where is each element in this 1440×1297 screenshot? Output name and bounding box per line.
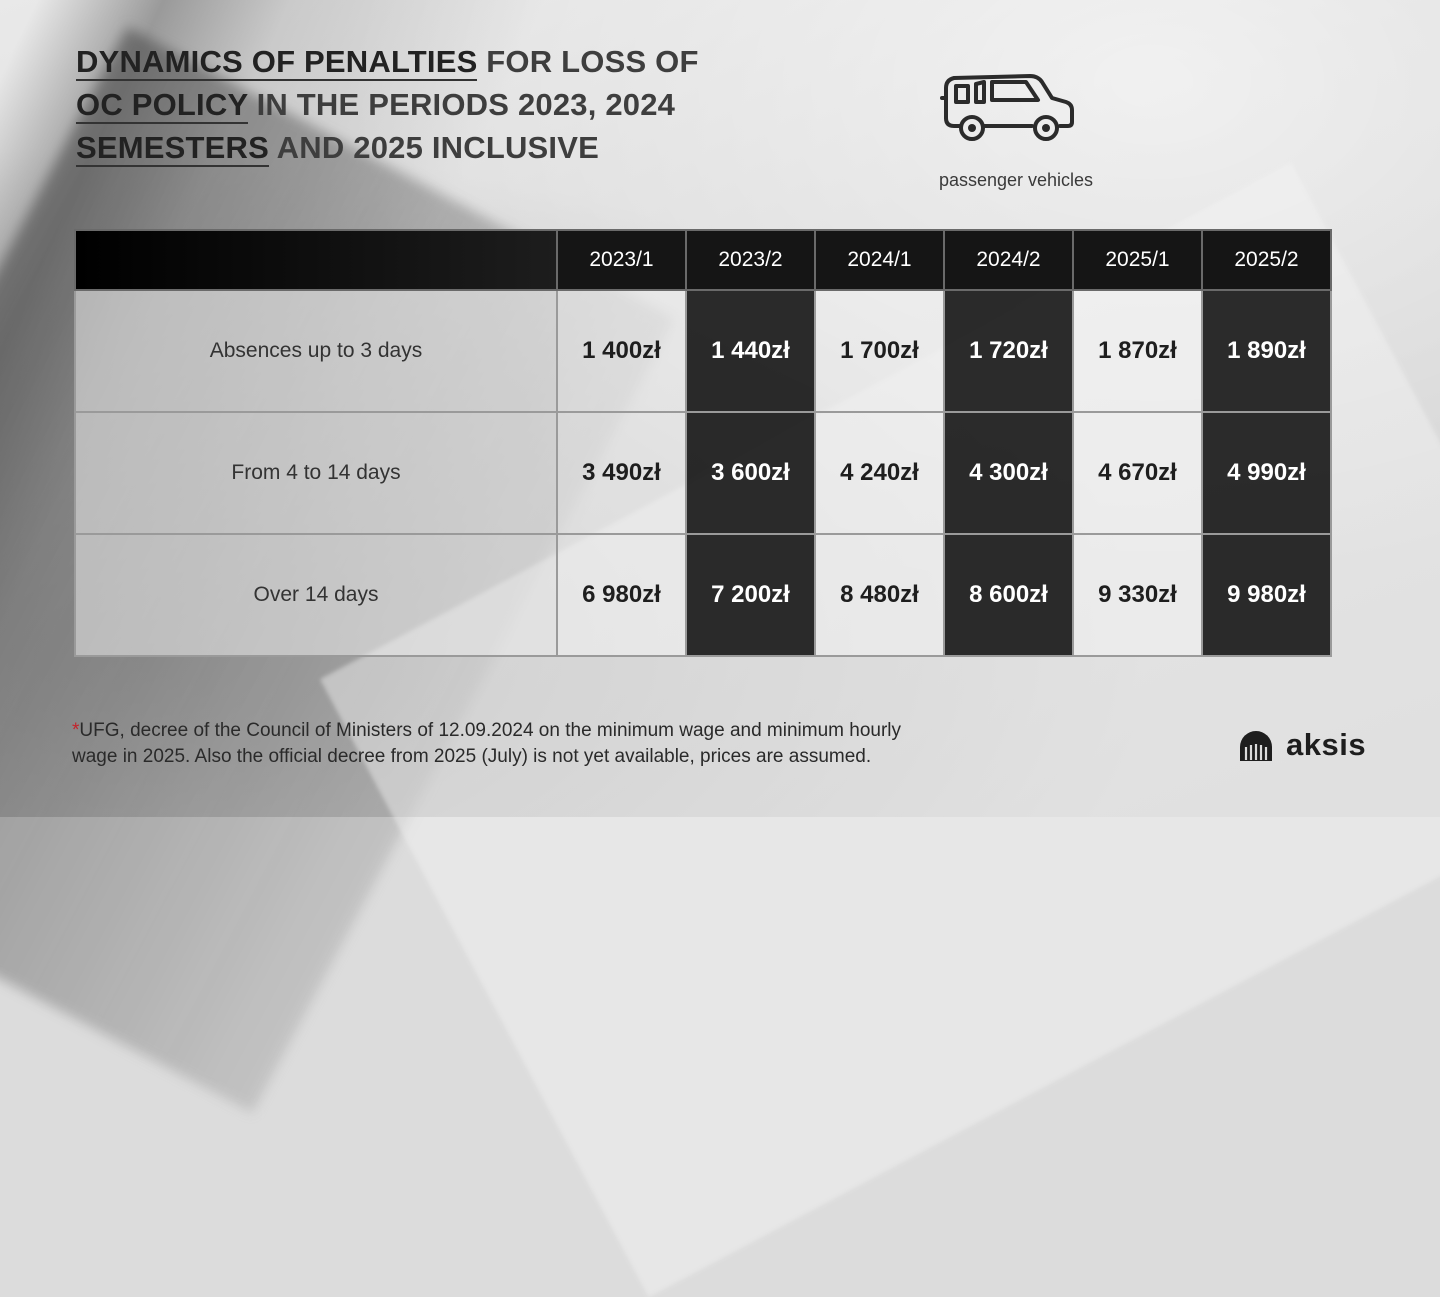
- table-row: Absences up to 3 days 1 400zł 1 440zł 1 …: [74, 289, 1332, 413]
- penalty-cell: 1 720zł: [943, 289, 1074, 413]
- penalty-cell: 1 700zł: [814, 289, 945, 413]
- penalties-table: 2023/1 2023/2 2024/1 2024/2 2025/1 2025/…: [74, 229, 1332, 657]
- penalty-cell: 1 870zł: [1072, 289, 1203, 413]
- table-row: Over 14 days 6 980zł 7 200zł 8 480zł 8 6…: [74, 533, 1332, 657]
- title-line3-strong: SEMESTERS: [76, 130, 270, 167]
- row-label: Over 14 days: [74, 533, 558, 657]
- penalty-cell: 9 330zł: [1072, 533, 1203, 657]
- row-label: From 4 to 14 days: [74, 411, 558, 535]
- car-icon: [940, 74, 1074, 141]
- penalty-cell: 3 490zł: [556, 411, 687, 535]
- footnote-marker: *: [72, 720, 80, 741]
- penalty-cell: 1 400zł: [556, 289, 687, 413]
- penalty-cell: 1 440zł: [685, 289, 816, 413]
- column-header: 2023/2: [685, 229, 816, 291]
- page-title: DYNAMICS OF PENALTIES FOR LOSS OF OC POL…: [76, 40, 796, 169]
- brand-name: aksis: [1286, 727, 1367, 762]
- brand-logo: aksis: [1236, 724, 1366, 766]
- penalty-cell: 3 600zł: [685, 411, 816, 535]
- footnote-line2: wage in 2025. Also the official decree f…: [72, 746, 872, 767]
- penalty-cell: 8 480zł: [814, 533, 945, 657]
- penalty-cell: 1 890zł: [1201, 289, 1332, 413]
- penalty-cell: 8 600zł: [943, 533, 1074, 657]
- title-line1-rest: FOR LOSS OF: [477, 44, 699, 79]
- title-line2-strong: OC POLICY: [76, 87, 248, 124]
- title-line2-rest: IN THE PERIODS 2023, 2024: [247, 87, 676, 122]
- penalty-cell: 6 980zł: [556, 533, 687, 657]
- footnote: *UFG, decree of the Council of Ministers…: [72, 718, 1072, 770]
- penalty-cell: 4 990zł: [1201, 411, 1332, 535]
- vehicle-type-label: passenger vehicles: [938, 170, 1094, 190]
- title-line1-strong: DYNAMICS OF PENALTIES: [76, 44, 478, 81]
- table-header-corner: [74, 229, 558, 291]
- penalty-cell: 9 980zł: [1201, 533, 1332, 657]
- column-header: 2023/1: [556, 229, 687, 291]
- table-row: From 4 to 14 days 3 490zł 3 600zł 4 240z…: [74, 411, 1332, 535]
- column-header: 2024/2: [943, 229, 1074, 291]
- row-label: Absences up to 3 days: [74, 289, 558, 413]
- column-header: 2025/2: [1201, 229, 1332, 291]
- penalty-cell: 4 300zł: [943, 411, 1074, 535]
- title-line3-rest: AND 2025 INCLUSIVE: [269, 130, 599, 165]
- penalty-cell: 7 200zł: [685, 533, 816, 657]
- footnote-line1: UFG, decree of the Council of Ministers …: [79, 720, 902, 741]
- table-header-row: 2023/1 2023/2 2024/1 2024/2 2025/1 2025/…: [74, 229, 1332, 291]
- aksis-logo-icon: [1240, 731, 1272, 761]
- penalty-cell: 4 240zł: [814, 411, 945, 535]
- penalty-cell: 4 670zł: [1072, 411, 1203, 535]
- column-header: 2025/1: [1072, 229, 1203, 291]
- column-header: 2024/1: [814, 229, 945, 291]
